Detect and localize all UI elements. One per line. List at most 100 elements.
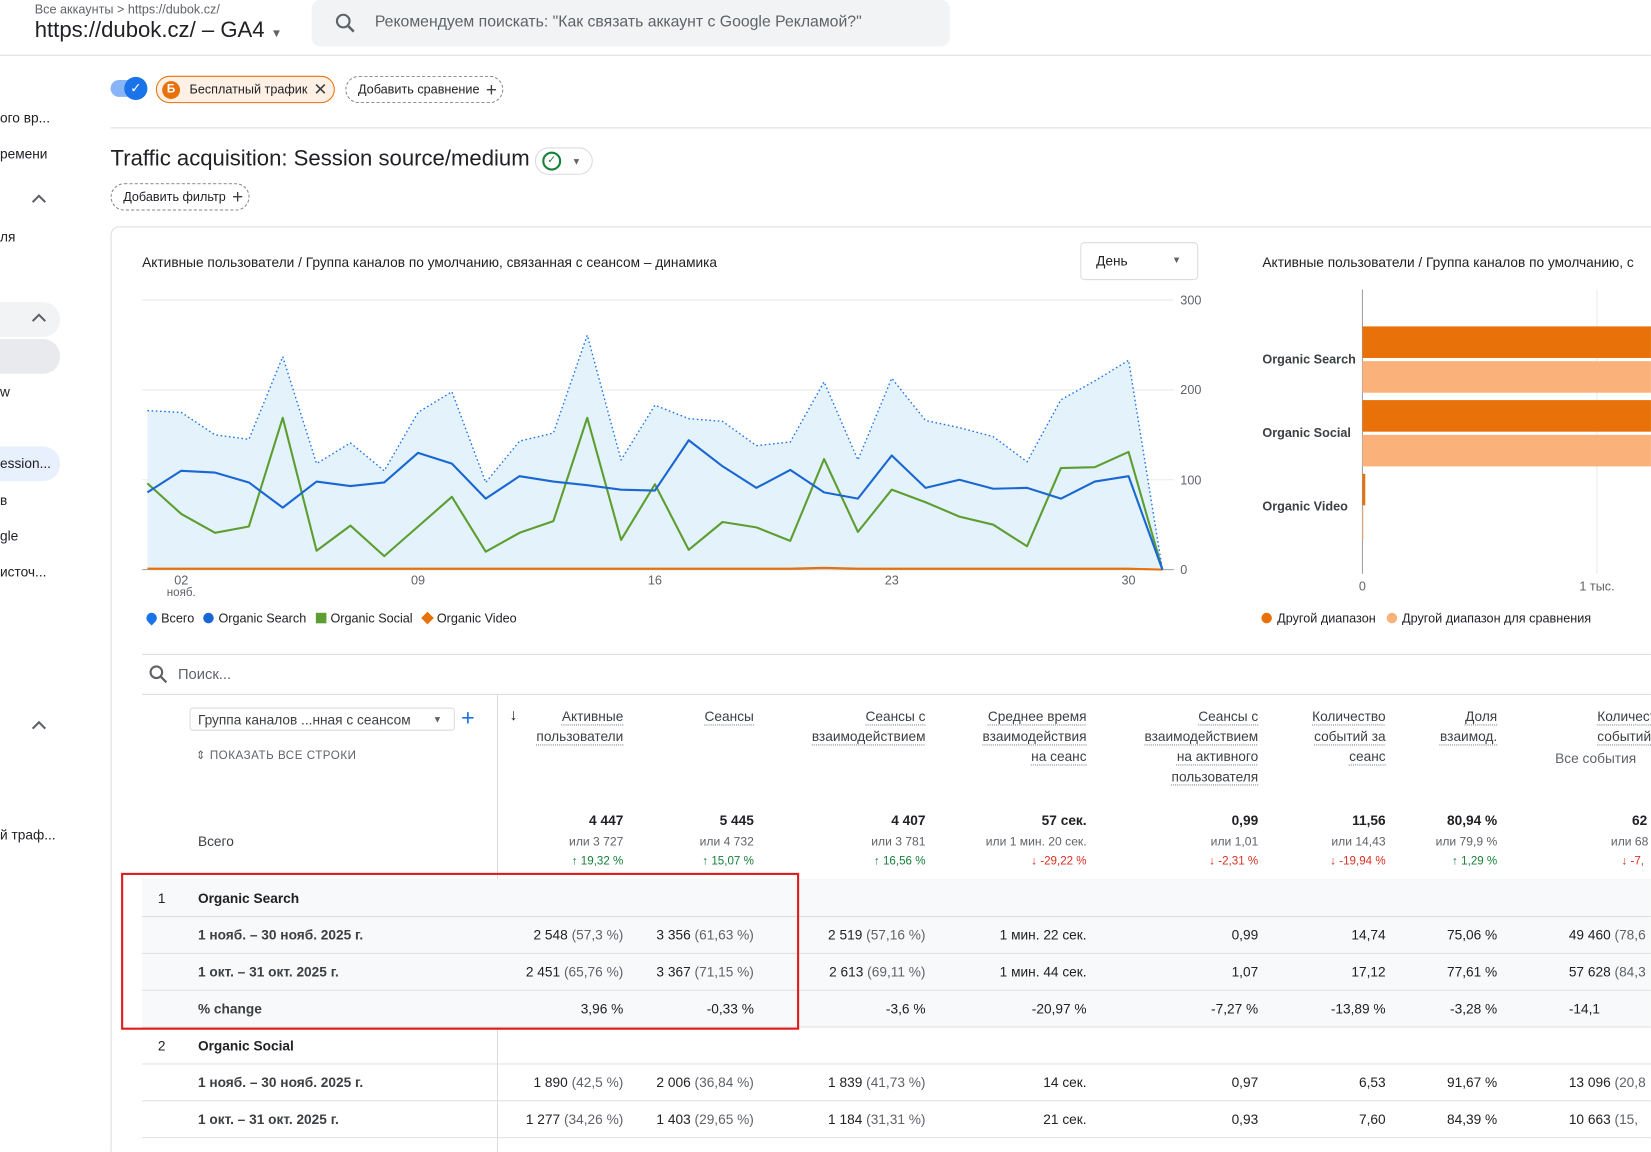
total-change: -29,22 %: [1031, 855, 1086, 868]
cell-value: 57 628: [1568, 963, 1611, 980]
plus-icon: +: [232, 185, 244, 207]
cell-share: (69,11 %): [867, 963, 926, 980]
legend-item: Organic Social: [315, 611, 413, 625]
breadcrumb-item[interactable]: Все аккаунты: [34, 2, 114, 17]
cell-share: (20,8: [1614, 1073, 1646, 1090]
table-cell: 84,39 %: [1447, 1111, 1497, 1127]
row-divider: [142, 1063, 1651, 1065]
total-compare: или 1,01: [1210, 836, 1259, 849]
table-cell: 6,53: [1359, 1074, 1386, 1090]
legend-marker: [1261, 612, 1272, 624]
table-cell: -13,89 %: [1331, 1000, 1386, 1016]
cell-share: (15,: [1614, 1110, 1639, 1127]
table-cell: 1,07: [1232, 963, 1259, 979]
total-compare: или 3 781: [871, 836, 926, 849]
sidebar-item: источ...: [0, 563, 47, 580]
segment-chip[interactable]: Б Бесплатный трафик ✕: [155, 75, 335, 104]
table-cell: 14 сек.: [1043, 1074, 1086, 1090]
legend-marker: [315, 612, 327, 624]
legend-label: Organic Search: [218, 610, 307, 626]
dropdown-icon: ▼: [571, 155, 582, 167]
x-tick-label: 1 тыс.: [1579, 579, 1615, 594]
period-selector[interactable]: День ▼: [1080, 242, 1199, 281]
table-cell: 2 519 (57,16 %): [828, 927, 925, 943]
cell-value: 1 403: [656, 1110, 691, 1127]
row-divider: [142, 989, 1651, 991]
cell-value: 14 сек.: [1043, 1073, 1087, 1090]
cell-value: 3 367: [656, 963, 691, 980]
table-cell: 2 006 (36,84 %): [656, 1074, 753, 1090]
chart-title: Активные пользователи / Группа каналов п…: [1262, 254, 1634, 271]
total-change: -7,: [1621, 855, 1644, 868]
table-search[interactable]: Поиск...: [177, 665, 232, 683]
search-icon: [335, 13, 355, 33]
cell-share: (78,6: [1614, 926, 1646, 943]
cell-value: 75,06 %: [1446, 926, 1498, 943]
row-divider: [142, 1137, 1651, 1139]
dimension-selector[interactable]: Группа каналов ...нная с сеансом ▼: [189, 707, 455, 731]
remove-icon[interactable]: ✕: [313, 81, 328, 99]
property-selector[interactable]: https://dubok.cz/ – GA4 ▼: [35, 18, 282, 43]
dropdown-icon: ▼: [1171, 254, 1182, 266]
period-label: День: [1096, 252, 1128, 269]
chevron-up[interactable]: [31, 313, 47, 324]
table-cell: 17,12: [1351, 963, 1385, 979]
total-value: 5 445: [719, 812, 754, 829]
cell-share: (34,26 %): [563, 1110, 624, 1127]
report-status[interactable]: ✓ ▼: [534, 147, 593, 175]
add-comparison[interactable]: Добавить сравнение +: [345, 75, 504, 104]
total-compare: или 14,43: [1331, 836, 1386, 849]
dropdown-icon: ▼: [270, 27, 283, 41]
y-tick-label: 100: [1180, 472, 1202, 488]
show-all-rows[interactable]: ⇕ ПОКАЗАТЬ ВСЕ СТРОКИ: [195, 749, 357, 763]
cell-value: 10 663: [1568, 1110, 1611, 1127]
legend-marker: [421, 611, 434, 625]
cell-value: 1 184: [828, 1110, 863, 1127]
table-cell: 1 мин. 22 сек.: [1000, 927, 1087, 943]
cell-value: 17,12: [1351, 963, 1386, 980]
line-series: [147, 566, 1163, 571]
search-box[interactable]: Рекомендуем поискать: "Как связать аккау…: [311, 0, 950, 47]
row-divider: [142, 1026, 1651, 1028]
dropdown-icon: ▼: [432, 713, 443, 725]
cell-value: 49 460: [1568, 926, 1611, 943]
highlight-frame: [121, 872, 800, 1030]
chevron-up[interactable]: [31, 720, 47, 731]
y-tick-label: 0: [1180, 562, 1188, 577]
cell-value: 13 096: [1568, 1073, 1611, 1090]
table-cell: 75,06 %: [1447, 927, 1497, 943]
legend-item: Другой диапазон для сравнения: [1386, 611, 1591, 625]
sidebar-item: в: [0, 492, 8, 509]
table-cell: 3,96 %: [581, 1000, 624, 1016]
row-label: 1 окт. – 31 окт. 2025 г.: [197, 1110, 339, 1127]
column-header: Сеансы с взаимодействием на активного по…: [1144, 708, 1259, 785]
table-cell: 0,93: [1232, 1111, 1259, 1127]
chevron-up[interactable]: [31, 194, 47, 205]
total-value: 4 447: [589, 812, 624, 829]
cell-value: -20,97 %: [1031, 1000, 1087, 1017]
toggle[interactable]: ✓: [110, 76, 148, 101]
cell-value: 0,97: [1231, 1073, 1259, 1090]
divider: [110, 127, 1651, 129]
add-filter[interactable]: Добавить фильтр +: [110, 183, 250, 211]
check-icon: ✓: [542, 151, 562, 171]
show-all-rows-label: ПОКАЗАТЬ ВСЕ СТРОКИ: [209, 749, 357, 763]
breadcrumb-item[interactable]: https://dubok.cz/: [127, 2, 220, 17]
add-comparison-label: Добавить сравнение: [357, 82, 480, 97]
cell-share: (42,5 %): [571, 1073, 624, 1090]
sidebar-item: ого вр...: [0, 110, 51, 126]
add-dimension[interactable]: +: [461, 704, 475, 731]
dimension-label: Группа каналов ...нная с сеансом: [197, 711, 411, 728]
table-cell: -7,27 %: [1211, 1000, 1258, 1016]
cell-share: (65,76 %): [563, 963, 624, 980]
y-tick-label: 300: [1180, 292, 1202, 308]
row-label: 1 нояб. – 30 нояб. 2025 г.: [197, 926, 364, 943]
cell-value: 84,39 %: [1446, 1110, 1498, 1127]
sort-icon[interactable]: ↓: [509, 706, 518, 725]
legend-item: Organic Video: [421, 611, 517, 625]
table-cell: 1 мин. 44 сек.: [1000, 963, 1087, 979]
legend-label: Всего: [161, 610, 195, 626]
table-cell: 49 460 (78,6: [1569, 927, 1646, 943]
